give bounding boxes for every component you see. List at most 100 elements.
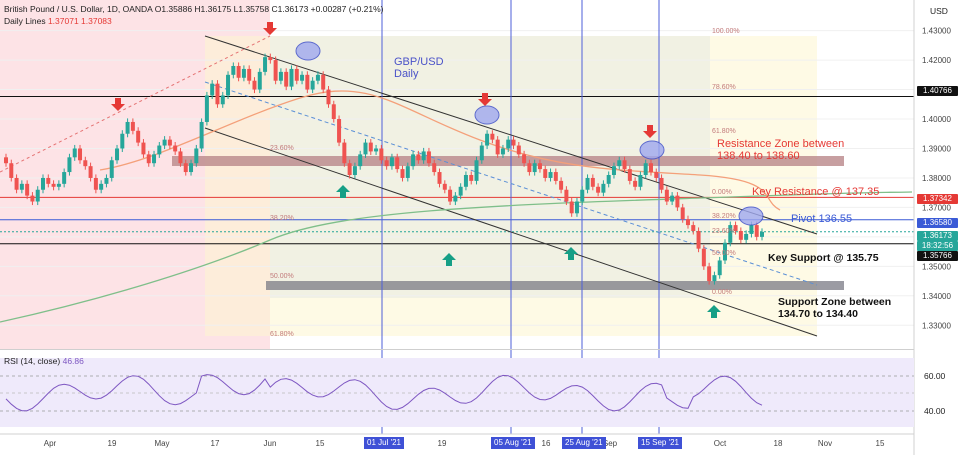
rsi-level-60: 60.00 xyxy=(924,371,946,381)
down-arrow-icon xyxy=(263,22,277,35)
rsi-line xyxy=(0,374,914,412)
candle-body xyxy=(442,183,447,190)
candle-body xyxy=(109,160,114,178)
date-box-jul: 01 Jul '21 xyxy=(364,437,404,449)
up-arrow-icon xyxy=(707,305,721,318)
candle-body xyxy=(204,95,209,122)
candle-body xyxy=(638,175,643,187)
candle-body xyxy=(448,189,453,202)
moving-averages xyxy=(0,90,913,323)
candle-body xyxy=(722,242,727,261)
grid-lines xyxy=(0,30,914,326)
support-zone-label-line2: 134.70 to 134.40 xyxy=(778,308,858,320)
support-zone-label: Support Zone between 134.70 to 134.40 xyxy=(778,296,891,320)
x-tick-label: 18 xyxy=(774,439,783,448)
candle-body xyxy=(194,148,199,164)
rsi-label: RSI (14, close) xyxy=(4,356,61,366)
price-tag-last: 1.36173 xyxy=(917,231,958,241)
down-arrow-icon xyxy=(478,93,492,106)
candle-body xyxy=(522,154,527,164)
candle-body xyxy=(358,154,363,167)
instrument-title: British Pound / U.S. Dollar, 1D, OANDA xyxy=(4,4,153,14)
rsi-path xyxy=(5,374,763,412)
markers xyxy=(111,22,764,318)
candle-body xyxy=(252,80,257,90)
candle-body xyxy=(395,157,400,170)
candle-body xyxy=(527,163,532,173)
fib-level-label: 23.60% xyxy=(712,228,736,235)
candle-body xyxy=(19,183,24,190)
candle-body xyxy=(664,189,669,202)
fib-level-label: 23.60% xyxy=(270,145,294,152)
candle-body xyxy=(400,169,405,178)
rsi-legend: RSI (14, close) 46.86 xyxy=(4,356,84,366)
chart-title-pair: GBP/USD xyxy=(394,56,444,68)
candle-body xyxy=(379,148,384,161)
rsi-level-40: 40.00 xyxy=(924,406,946,416)
ohlc-values: O1.35886 H1.36175 L1.35758 C1.36173 +0.0… xyxy=(154,4,384,14)
x-tick-label: May xyxy=(154,439,169,448)
resistance-zone-label: Resistance Zone between 138.40 to 138.60 xyxy=(717,138,844,162)
candle-body xyxy=(41,177,46,190)
candle-body xyxy=(183,163,188,173)
x-tick-label: 15 xyxy=(876,439,885,448)
candle-body xyxy=(152,154,157,164)
candle-body xyxy=(284,71,289,87)
candle-body xyxy=(125,121,130,134)
candle-body xyxy=(643,163,648,175)
y-tick-label: 1.37000 xyxy=(922,203,951,212)
candle-body xyxy=(93,177,98,190)
price-tag-resistance-top: 1.40766 xyxy=(917,86,958,96)
candle-body xyxy=(421,151,426,161)
highlight-ellipse xyxy=(295,41,321,61)
x-tick-label: 17 xyxy=(211,439,220,448)
candle-body xyxy=(463,175,468,187)
fib-level-label: 0.00% xyxy=(712,189,732,196)
candle-body xyxy=(479,145,484,161)
candle-body xyxy=(389,157,394,167)
candle-body xyxy=(315,74,320,81)
candle-body xyxy=(633,180,638,187)
candle-body xyxy=(744,233,749,240)
candle-body xyxy=(56,183,61,187)
candle-body xyxy=(51,183,56,187)
resistance-zone-label-line2: 138.40 to 138.60 xyxy=(717,150,800,162)
candle-body xyxy=(611,166,616,175)
descending-channel xyxy=(0,35,818,337)
x-tick-label: Apr xyxy=(44,439,57,448)
candle-body xyxy=(474,160,479,181)
candle-body xyxy=(696,230,701,249)
candle-body xyxy=(342,142,347,164)
candle-body xyxy=(717,260,722,276)
candle-body xyxy=(590,177,595,187)
x-tick-label: Nov xyxy=(818,439,832,448)
fib-level-label: 50.00% xyxy=(270,273,294,280)
candlestick-series xyxy=(4,53,764,285)
date-box-sep15: 15 Sep '21 xyxy=(638,437,683,449)
candle-body xyxy=(670,195,675,202)
candle-body xyxy=(458,186,463,196)
y-tick-label: 1.35000 xyxy=(922,262,951,271)
trend-line xyxy=(0,35,271,173)
candle-body xyxy=(622,160,627,170)
fib-level-label: 78.60% xyxy=(712,84,736,91)
candle-body xyxy=(485,133,490,146)
candle-body xyxy=(120,133,125,149)
candle-body xyxy=(553,172,558,181)
candle-body xyxy=(289,68,294,87)
candle-body xyxy=(680,207,685,220)
candle-body xyxy=(305,74,310,90)
x-tick-label: 16 xyxy=(542,439,551,448)
candle-body xyxy=(88,166,93,178)
price-tag-pivot: 1.36580 xyxy=(917,218,958,228)
candle-body xyxy=(115,148,120,161)
fib-level-label: 61.80% xyxy=(712,128,736,135)
key-resistance-label: Key Resistance @ 137.35 xyxy=(752,186,880,198)
rsi-value: 46.86 xyxy=(62,356,84,366)
price-tag-countdown: 18:32:56 xyxy=(917,241,958,251)
candle-body xyxy=(453,195,458,202)
candle-body xyxy=(543,169,548,178)
candle-body xyxy=(601,183,606,193)
candle-body xyxy=(257,71,262,90)
candle-body xyxy=(30,195,35,202)
